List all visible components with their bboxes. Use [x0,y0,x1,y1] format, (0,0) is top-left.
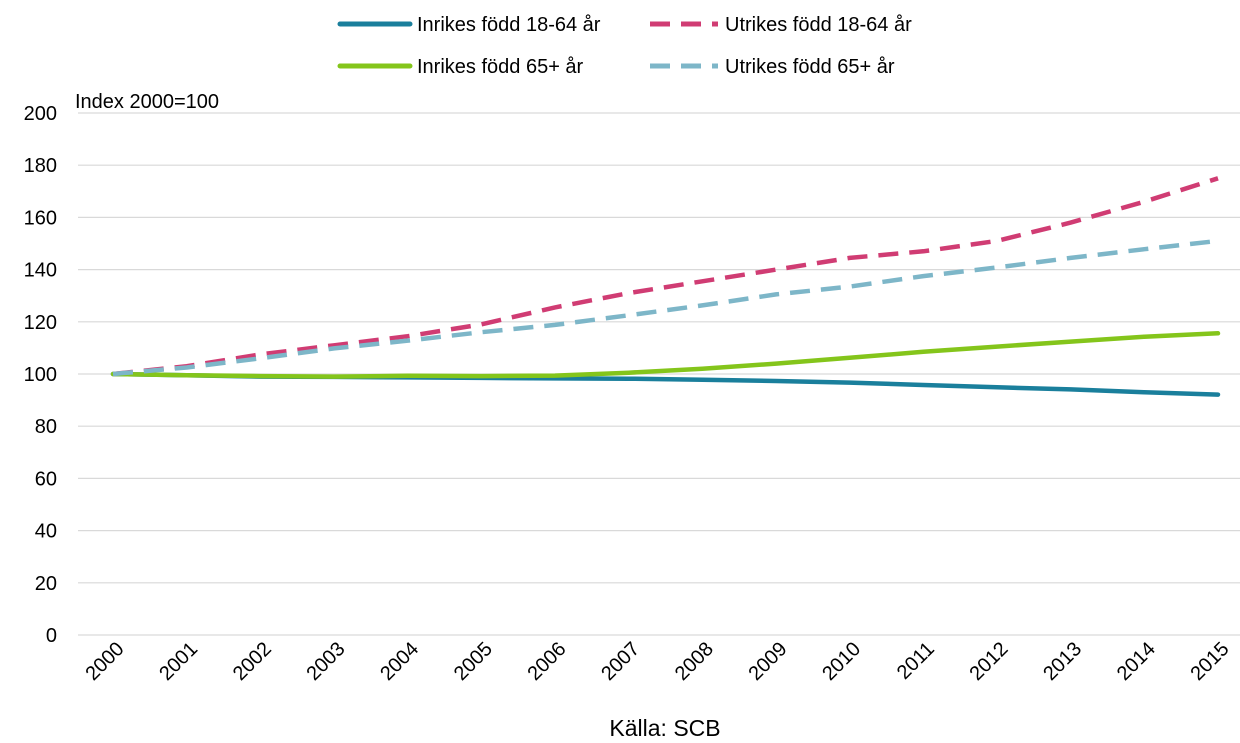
legend: Inrikes född 18-64 år Utrikes född 18-64 … [337,14,912,78]
x-tick-label: 2002 [229,638,276,685]
x-tick-label: 2005 [450,638,497,685]
x-tick-label: 2015 [1187,638,1234,685]
series-lines [110,176,1221,397]
y-tick-label: 20 [35,573,57,595]
x-tick-label: 2011 [893,638,939,684]
legend-label-3: Inrikes född 65+ år [417,56,584,78]
y-axis-label: Index 2000=100 [75,91,219,113]
x-tick-label: 2014 [1113,638,1160,685]
y-tick-label: 40 [35,521,57,543]
x-tick-label: 2009 [745,638,792,685]
x-axis-ticks: 2000 2001 2002 2003 2004 2005 2006 2007 2008 2009… [82,638,1234,685]
series-line-4 [112,238,1219,377]
x-tick-label: 2010 [818,638,865,685]
y-tick-label: 200 [24,103,57,125]
y-axis-ticks: 0 20 40 60 80 100 120 140 160 180 200 [24,103,57,647]
y-tick-label: 120 [24,312,57,334]
y-tick-label: 160 [24,207,57,229]
x-tick-label: 2003 [303,638,350,685]
x-tick-label: 2007 [597,638,644,685]
legend-label-4: Utrikes född 65+ år [725,56,895,78]
legend-label-2: Utrikes född 18-64 år [725,14,912,36]
x-tick-label: 2001 [155,638,202,685]
y-tick-label: 80 [35,416,57,438]
source-note: Källa: SCB [609,715,720,741]
x-tick-label: 2012 [966,638,1013,685]
gridlines [78,112,1240,636]
x-tick-label: 2000 [82,638,129,685]
series-line-3 [110,331,1221,379]
x-tick-label: 2006 [524,638,571,685]
y-tick-label: 140 [24,260,57,282]
y-tick-label: 180 [24,155,57,177]
y-tick-label: 60 [35,468,57,490]
x-tick-label: 2013 [1039,638,1086,685]
y-tick-label: 0 [46,625,57,647]
legend-label-1: Inrikes född 18-64 år [417,14,601,36]
series-line-2 [112,176,1219,377]
x-tick-label: 2008 [671,638,718,685]
x-tick-label: 2004 [376,638,423,685]
y-tick-label: 100 [24,364,57,386]
